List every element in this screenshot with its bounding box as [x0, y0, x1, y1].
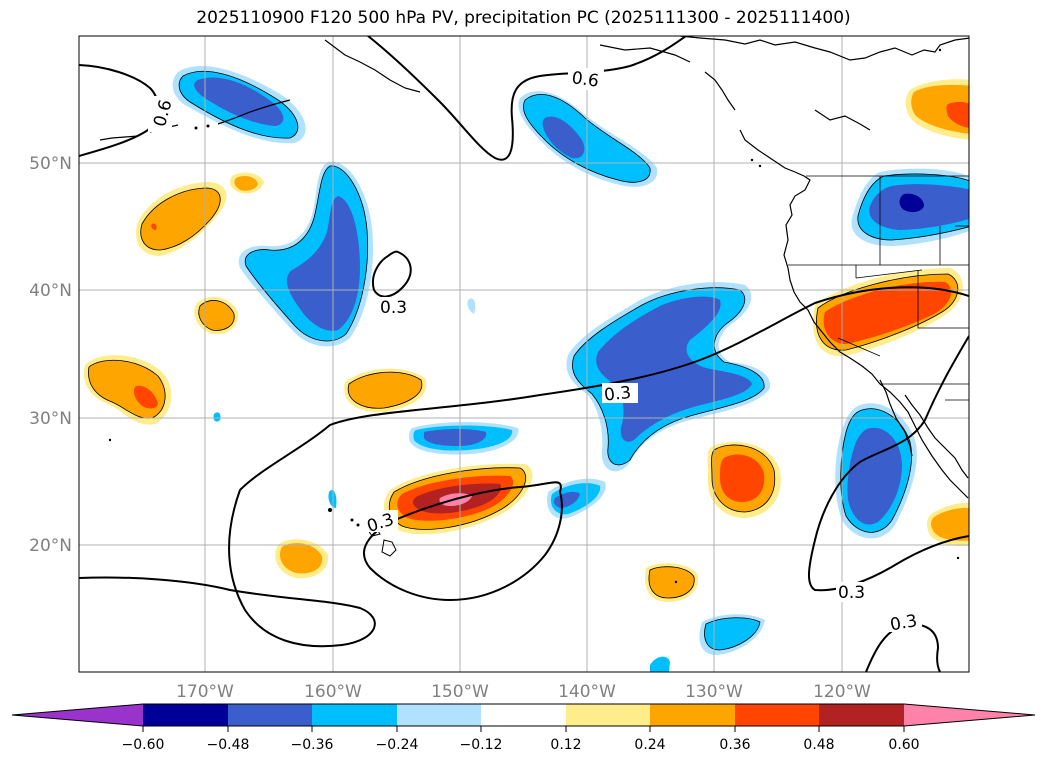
colorbar-box-0 [143, 704, 228, 726]
positive-anomaly-west-3 [83, 355, 172, 425]
colorbar-tick-5: 0.12 [550, 737, 581, 753]
coastlines [99, 36, 969, 499]
colorbar-box-2 [312, 704, 397, 726]
negative-anomaly-hawaii-north [408, 422, 519, 455]
lat-label-50n: 50°N [29, 154, 72, 174]
colorbar-box-7 [735, 704, 819, 726]
graticule [79, 36, 969, 672]
colorbar-tick-8: 0.48 [803, 737, 834, 753]
contour-label-0.3-south: 0.3 [889, 611, 919, 635]
pv-contour-labels: 0.6 0.6 0.3 0.3 0.3 0.3 0.3 [148, 68, 922, 635]
colorbar-box-5 [566, 704, 650, 726]
colorbar-tick-1: −0.48 [207, 737, 250, 753]
map-title: 2025110900 F120 500 hPa PV, precipitatio… [196, 8, 851, 28]
positive-anomaly-south-small [644, 563, 699, 602]
lon-label-130w: 130°W [685, 682, 743, 702]
positive-anomaly-east-central [707, 441, 781, 518]
contour-label-0.3-east: 0.3 [603, 383, 632, 406]
colorbar-box-8 [819, 704, 904, 726]
map-frame [78, 35, 970, 673]
negative-anomaly-gulf-of-alaska [518, 91, 658, 187]
positive-anomaly-mexico [927, 502, 969, 547]
lon-label-170w: 170°W [176, 682, 234, 702]
negative-anomaly-aleutian [172, 66, 306, 144]
lon-label-140w: 140°W [558, 682, 616, 702]
lat-label-40n: 40°N [29, 281, 72, 301]
colorbar-box-4 [481, 704, 566, 726]
positive-anomaly-west-small [230, 172, 264, 194]
positive-anomaly-hawaii-south [275, 539, 329, 579]
contour-label-0.6-north: 0.6 [570, 68, 600, 92]
colorbar-tick-4: −0.12 [460, 737, 503, 753]
positive-anomaly-west-2 [194, 297, 239, 335]
colorbar-box-3 [397, 704, 481, 726]
lat-labels: 50°N 40°N 30°N 20°N [29, 154, 72, 556]
lat-label-20n: 20°N [29, 536, 72, 556]
positive-anomaly-west-1 [136, 182, 227, 256]
colorbar-tick-9: 0.60 [888, 737, 919, 753]
colorbar-tick-3: −0.24 [376, 737, 419, 753]
negative-anomaly-south-small [650, 614, 765, 672]
islands [108, 48, 960, 584]
pc-outline-contours [88, 70, 969, 651]
negative-anomaly-northwest-us [851, 168, 969, 246]
colorbar-extend-low [12, 704, 143, 726]
contour-label-0.3-center: 0.3 [380, 298, 407, 318]
colorbar-tick-7: 0.36 [719, 737, 750, 753]
lon-labels: 170°W 160°W 150°W 140°W 130°W 120°W [176, 682, 871, 702]
colorbar-tick-0: −0.60 [122, 737, 165, 753]
contour-label-0.3-southeast: 0.3 [838, 583, 865, 603]
map-area: 0.6 0.6 0.3 0.3 0.3 0.3 0.3 [79, 36, 969, 672]
positive-anomaly-northeast [905, 79, 969, 140]
colorbar: −0.60 −0.48 −0.36 −0.24 −0.12 0.12 0.24 … [11, 703, 1036, 753]
colorbar-box-6 [650, 704, 735, 726]
colorbar-extend-high [904, 704, 1035, 726]
negative-anomaly-specks [213, 298, 476, 508]
colorbar-tick-6: 0.24 [634, 737, 665, 753]
colorbar-box-1 [228, 704, 312, 726]
negative-anomaly-small-mid [546, 478, 606, 519]
lon-label-160w: 160°W [304, 682, 362, 702]
lat-label-30n: 30°N [29, 409, 72, 429]
colorbar-tick-2: −0.36 [291, 737, 334, 753]
negative-anomaly-baja [835, 403, 917, 539]
political-borders [788, 175, 969, 401]
lon-label-150w: 150°W [431, 682, 489, 702]
lon-label-120w: 120°W [813, 682, 871, 702]
positive-anomaly-central [344, 368, 427, 413]
